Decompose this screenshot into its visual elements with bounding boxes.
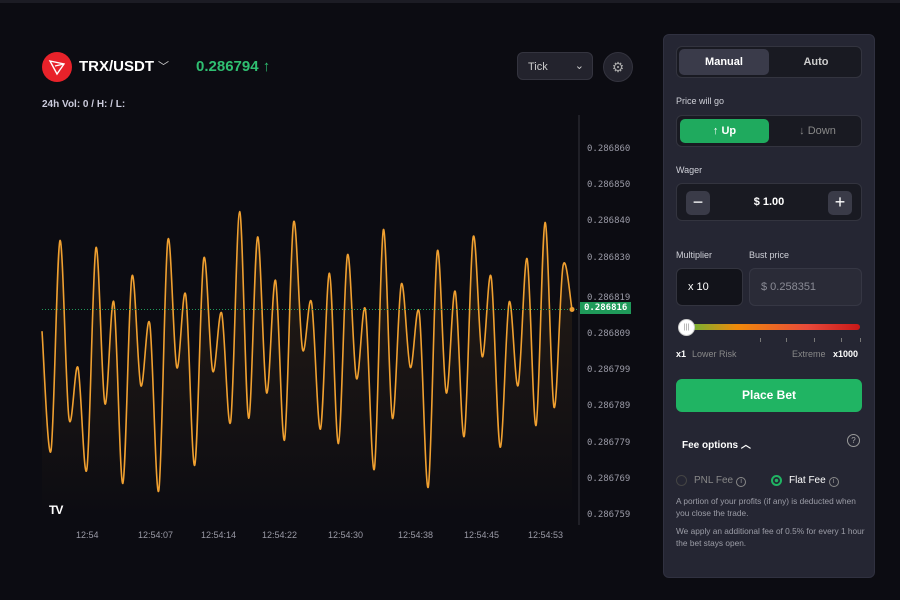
current-price-label: 0.286816 [580, 302, 632, 314]
bust-price-label: Bust price [749, 250, 790, 260]
y-tick-label: 0.286819 [587, 292, 631, 303]
tradingview-logo: TV [49, 503, 63, 517]
min-multiplier: x1 [676, 349, 687, 359]
settings-gear-icon[interactable]: ⚙ [603, 52, 633, 82]
bust-price-field: $ 0.258351 [749, 268, 862, 306]
multiplier-input[interactable]: x 10 [676, 268, 743, 306]
fee-options-toggle[interactable]: Fee options ︿ [682, 440, 751, 451]
trx-logo-icon [42, 52, 72, 82]
tab-auto[interactable]: Auto [803, 56, 829, 68]
x-tick-label: 12:54:53 [528, 530, 564, 540]
x-tick-label: 12:54:30 [328, 530, 364, 540]
x-tick-label: 12:54:45 [464, 530, 500, 540]
plus-button[interactable]: + [828, 191, 852, 215]
slider-handle[interactable]: ||| [678, 319, 695, 336]
price-will-go-label: Price will go [676, 96, 725, 106]
place-bet-button[interactable]: Place Bet [676, 379, 862, 412]
y-tick-label: 0.286779 [587, 437, 631, 448]
fee-description: A portion of your profits (if any) is de… [676, 496, 856, 518]
wager-label: Wager [676, 165, 703, 175]
wager-input[interactable]: − $ 1.00 + [676, 183, 862, 221]
lower-risk-label: Lower Risk [692, 349, 737, 359]
y-tick-label: 0.286759 [587, 510, 631, 520]
tab-manual[interactable]: Manual [679, 49, 769, 75]
price-area [42, 211, 572, 517]
slider-tick [860, 338, 861, 342]
direction-toggle: ↑ Up ↓ Down [676, 115, 862, 147]
chevron-up-icon: ︿ [740, 440, 751, 451]
x-tick-label: 12:54 [76, 530, 99, 540]
x-tick-label: 12:54:22 [262, 530, 298, 540]
fee-time-description: We apply an additional fee of 0.5% for e… [676, 526, 865, 548]
y-tick-label: 0.286860 [587, 144, 631, 154]
flat-fee-radio[interactable] [771, 475, 782, 486]
y-tick-label: 0.286799 [587, 365, 631, 376]
minus-button[interactable]: − [686, 191, 710, 215]
chevron-down-icon: ⌄ [574, 60, 584, 72]
slider-tick [841, 338, 842, 342]
price-line [41, 210, 573, 492]
x-tick-label: 12:54:07 [138, 530, 174, 540]
slider-tick [814, 338, 815, 342]
pnl-fee-radio[interactable] [676, 475, 687, 486]
help-icon[interactable]: ? [847, 434, 860, 447]
24h-stats: 24h Vol: 0 / H: / L: [42, 99, 126, 110]
mode-tabs: Manual Auto [676, 46, 862, 78]
x-tick-label: 12:54:38 [398, 530, 434, 540]
x-tick-label: 12:54:14 [201, 530, 237, 540]
flat-fee-label[interactable]: Flat Fee i [789, 475, 839, 487]
arrow-up-icon: ↑ [262, 58, 271, 75]
info-icon: i [736, 477, 747, 487]
max-multiplier: x1000 [833, 349, 859, 359]
y-tick-label: 0.286850 [587, 180, 631, 191]
last-point [569, 306, 575, 312]
y-tick-label: 0.286789 [587, 401, 631, 412]
top-bar [0, 0, 900, 3]
y-tick-label: 0.286769 [587, 473, 631, 484]
interval-select[interactable]: Tick ⌄ [517, 52, 593, 80]
y-tick-label: 0.286830 [587, 252, 631, 263]
chevron-down-icon[interactable]: ﹀ [158, 61, 169, 73]
pnl-fee-label[interactable]: PNL Fee i [694, 475, 747, 487]
bet-panel: Manual Auto Price will go ↑ Up ↓ Down Wa… [663, 34, 875, 578]
multiplier-label: Multiplier [676, 250, 713, 260]
down-button[interactable]: ↓ Down [799, 125, 836, 137]
slider-tick [760, 338, 761, 342]
multiplier-slider[interactable] [684, 324, 860, 330]
slider-tick [786, 338, 787, 342]
y-tick-label: 0.286809 [587, 328, 631, 339]
pair-selector[interactable]: TRX/USDT [79, 58, 154, 75]
wager-value[interactable]: $ 1.00 [753, 196, 785, 208]
y-tick-label: 0.286840 [587, 216, 631, 227]
up-button[interactable]: ↑ Up [680, 119, 769, 143]
current-price: 0.286794 ↑ [196, 58, 271, 75]
extreme-label: Extreme [792, 349, 826, 359]
info-icon: i [828, 477, 839, 487]
